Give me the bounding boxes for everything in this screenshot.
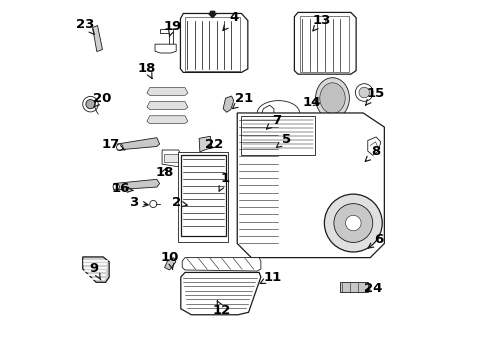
Bar [300,16,349,72]
Polygon shape [294,12,356,74]
Text: 18: 18 [138,62,156,78]
Circle shape [359,87,369,98]
Circle shape [355,84,373,101]
Circle shape [324,194,382,252]
Text: 9: 9 [90,262,101,280]
Polygon shape [199,136,212,152]
Polygon shape [147,102,188,109]
Ellipse shape [320,83,345,113]
Text: 14: 14 [303,96,321,109]
Polygon shape [147,116,188,123]
Text: 22: 22 [205,138,223,151]
Text: 3: 3 [129,197,148,210]
Text: 11: 11 [260,270,282,284]
Polygon shape [155,44,176,53]
Polygon shape [114,179,160,190]
Text: 7: 7 [267,113,281,129]
Polygon shape [165,258,176,270]
Polygon shape [180,13,248,72]
Polygon shape [182,258,261,271]
Bar [178,152,228,242]
Bar [340,282,368,292]
Polygon shape [223,96,234,112]
Text: 15: 15 [366,87,385,105]
Text: 6: 6 [368,234,384,248]
Text: 21: 21 [233,93,253,109]
Text: 2: 2 [172,197,187,210]
Text: 4: 4 [223,11,238,31]
Circle shape [83,96,98,112]
Polygon shape [147,87,188,95]
Polygon shape [237,113,384,258]
Circle shape [150,201,157,207]
Polygon shape [93,26,102,51]
Text: 17: 17 [101,138,125,151]
Polygon shape [160,29,172,44]
Text: 5: 5 [276,133,291,148]
Bar [164,153,178,162]
Text: 20: 20 [93,92,111,107]
Circle shape [345,215,361,231]
Text: 1: 1 [219,172,230,191]
FancyArrow shape [209,12,217,18]
Text: 24: 24 [364,282,382,295]
Bar [241,117,315,155]
Text: 13: 13 [313,14,331,31]
Text: 16: 16 [112,182,133,195]
Text: 19: 19 [164,20,182,36]
Circle shape [113,184,120,190]
Circle shape [86,100,95,109]
Polygon shape [162,150,181,167]
Text: 8: 8 [365,145,380,161]
Bar [185,17,240,71]
Text: 18: 18 [155,166,174,179]
Text: 12: 12 [213,301,231,317]
Polygon shape [262,105,274,123]
Circle shape [334,204,373,242]
Polygon shape [117,138,160,150]
Circle shape [117,144,123,150]
Bar [181,155,225,237]
Polygon shape [83,257,109,282]
Polygon shape [181,273,261,315]
Text: 10: 10 [161,251,179,270]
Text: 23: 23 [76,18,95,34]
Ellipse shape [316,78,349,118]
Polygon shape [368,137,381,155]
